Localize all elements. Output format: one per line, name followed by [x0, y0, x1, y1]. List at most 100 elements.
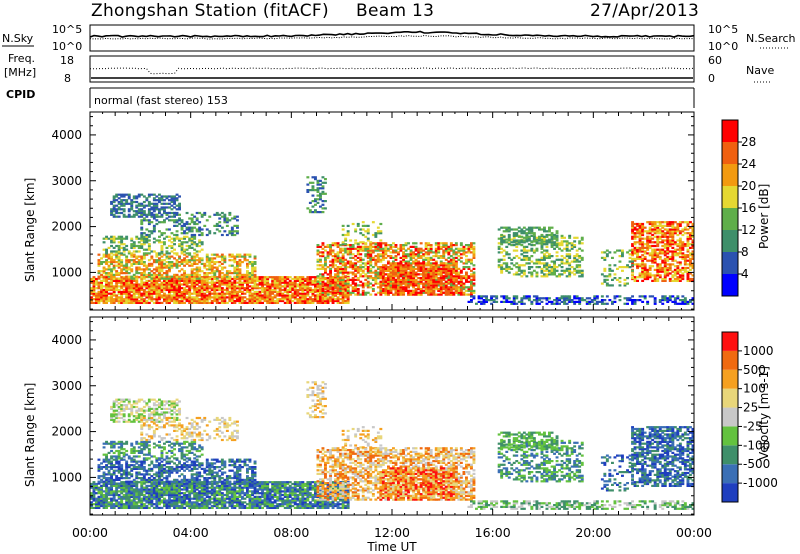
power-cell: [273, 287, 277, 290]
power-cell: [112, 197, 116, 200]
power-cell: [100, 294, 103, 297]
power-cell: [470, 284, 473, 287]
power-cell: [288, 299, 292, 303]
power-cell: [545, 251, 549, 254]
power-cell: [661, 302, 665, 305]
power-cell: [147, 204, 151, 207]
power-cell: [120, 287, 124, 290]
power-cell: [351, 245, 355, 248]
power-cell: [392, 269, 395, 272]
power-cell: [376, 286, 380, 289]
power-cell: [447, 286, 451, 289]
power-cell: [344, 296, 348, 299]
power-cell: [321, 280, 325, 283]
power-cell: [422, 289, 426, 292]
power-cell: [402, 271, 405, 274]
power-cell: [389, 278, 393, 281]
power-cell: [132, 299, 136, 303]
power-cell: [190, 276, 194, 279]
power-cell: [218, 283, 222, 286]
power-cell: [140, 283, 144, 286]
power-cell: [535, 271, 539, 274]
power-cell: [195, 272, 199, 275]
power-cell: [321, 289, 325, 292]
power-cell: [125, 193, 129, 196]
power-cell: [223, 299, 227, 303]
power-cell: [152, 199, 156, 202]
power-cell: [434, 247, 438, 250]
power-cell: [414, 284, 418, 287]
power-cell: [173, 281, 176, 284]
power-cell: [228, 211, 232, 215]
power-cell: [215, 266, 219, 269]
power-cell: [432, 271, 436, 274]
power-cell: [331, 301, 335, 304]
power-cell: [241, 285, 244, 288]
power-cell: [293, 281, 297, 284]
power-cell: [575, 271, 579, 274]
power-cell: [218, 301, 222, 304]
power-cell: [641, 257, 645, 260]
power-cell: [173, 215, 176, 218]
power-cell: [198, 226, 202, 229]
power-cell: [145, 253, 149, 256]
power-cell: [497, 260, 501, 263]
power-cell: [208, 261, 212, 264]
power-cell: [271, 288, 275, 292]
power-cell: [346, 282, 350, 285]
power-cell: [170, 195, 174, 198]
power-cell: [160, 233, 164, 237]
power-cell: [412, 269, 415, 272]
power-cell: [288, 301, 292, 304]
power-cell: [175, 233, 179, 237]
power-cell: [397, 264, 400, 267]
power-cell: [246, 276, 249, 279]
power-cell: [190, 237, 194, 240]
power-cell: [163, 272, 166, 275]
power-cell: [412, 289, 415, 292]
power-cell: [585, 297, 589, 300]
power-cell: [230, 301, 234, 304]
power-cell: [470, 286, 473, 289]
power-cell: [558, 258, 561, 261]
power-cell: [334, 258, 337, 261]
power-cell: [648, 235, 652, 238]
power-cell: [321, 190, 325, 193]
power-cell: [404, 244, 408, 247]
power-cell: [389, 288, 393, 291]
power-cell: [100, 279, 103, 282]
power-cell: [470, 244, 473, 247]
power-cell: [188, 275, 192, 278]
power-cell: [376, 242, 380, 245]
power-cell: [291, 287, 295, 290]
power-cell: [520, 271, 524, 274]
power-cell: [319, 301, 322, 304]
power-cell: [127, 250, 131, 253]
power-cell: [371, 249, 375, 252]
power-cell: [286, 285, 290, 288]
power-cell: [678, 302, 682, 305]
power-cell: [329, 299, 332, 303]
power-cell: [633, 252, 637, 255]
power-cell: [115, 296, 119, 299]
power-cell: [447, 256, 451, 259]
power-cell: [364, 255, 368, 258]
power-cell: [236, 290, 239, 293]
power-cell: [158, 262, 161, 265]
power-cell: [218, 281, 222, 284]
power-cell: [296, 298, 300, 301]
power-cell: [465, 278, 468, 281]
power-cell: [341, 277, 345, 280]
power-cell: [316, 282, 320, 285]
power-cell: [190, 246, 194, 249]
power-cell: [565, 295, 569, 298]
power-cell: [168, 257, 171, 260]
power-cell: [230, 277, 234, 281]
power-cell: [407, 247, 410, 250]
power-cell: [381, 269, 385, 272]
power-cell: [198, 287, 202, 290]
power-cell: [160, 197, 164, 200]
power-cell: [125, 200, 129, 204]
power-cell: [168, 285, 171, 288]
power-cell: [193, 257, 197, 260]
